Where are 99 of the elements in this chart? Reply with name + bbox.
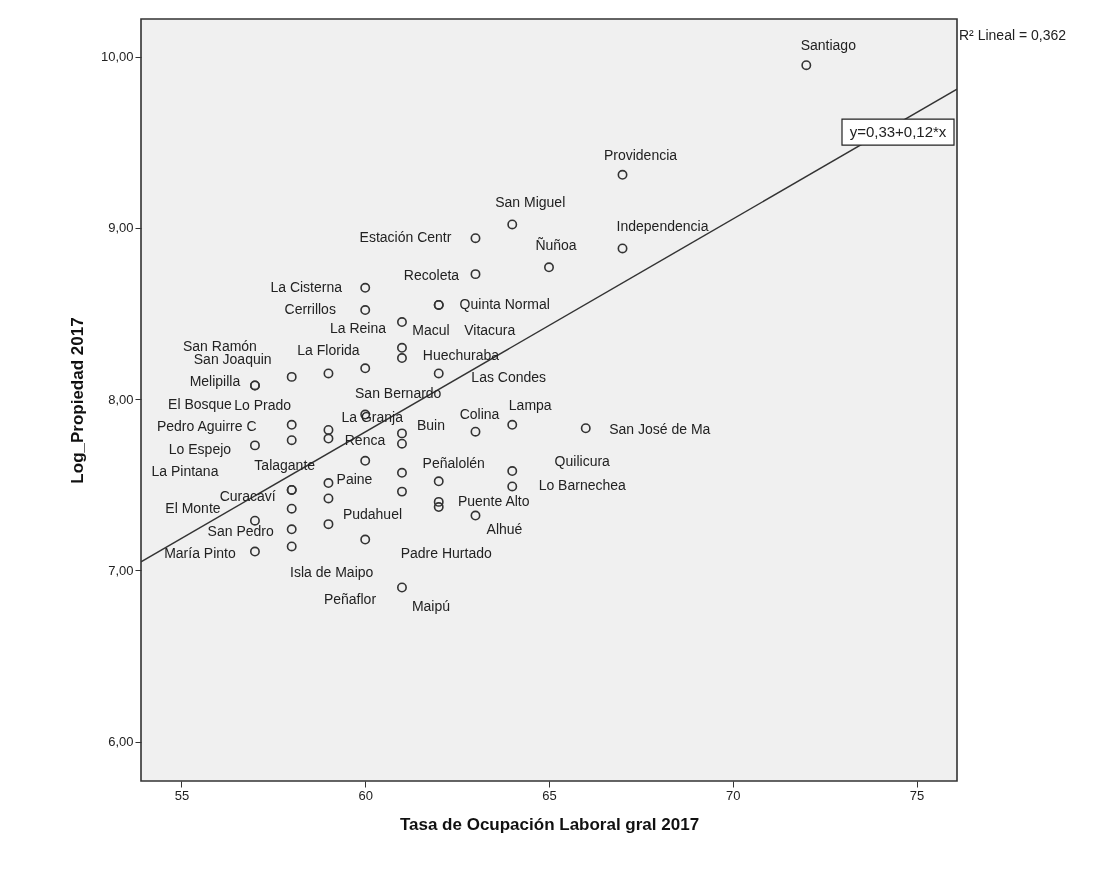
annotation: Padre Hurtado bbox=[400, 544, 492, 561]
point bbox=[396, 582, 407, 593]
annotation: Alhué bbox=[486, 520, 523, 537]
point bbox=[286, 524, 297, 535]
point bbox=[507, 481, 518, 492]
point bbox=[249, 546, 260, 557]
point bbox=[286, 541, 297, 552]
point bbox=[396, 438, 407, 449]
annotation: Las Condes bbox=[471, 369, 547, 386]
y-tick-label: 6,00 bbox=[108, 734, 134, 750]
point bbox=[323, 368, 334, 379]
point bbox=[507, 466, 518, 477]
annotation: Melipilla bbox=[189, 373, 241, 390]
x-tick-label: 60 bbox=[358, 787, 373, 803]
point bbox=[801, 60, 812, 71]
point bbox=[396, 317, 407, 328]
point bbox=[286, 503, 297, 514]
x-axis-title: Tasa de Ocupación Laboral gral 2017 bbox=[399, 814, 700, 834]
point bbox=[323, 493, 334, 504]
annotation: Huechuraba bbox=[422, 347, 500, 364]
annotation: Independencia bbox=[616, 218, 709, 235]
point bbox=[286, 435, 297, 446]
point bbox=[286, 419, 297, 430]
point bbox=[360, 282, 371, 293]
point bbox=[249, 440, 260, 451]
x-tick-label: 70 bbox=[726, 787, 741, 803]
annotation: Cerrillos bbox=[284, 301, 336, 318]
annotation: La Pintana bbox=[151, 463, 219, 480]
annotation: Lo Espejo bbox=[168, 441, 232, 458]
annotation: Maipú bbox=[411, 597, 451, 614]
annotation: Pedro Aguirre C bbox=[156, 417, 257, 434]
annotation: La Cisterna bbox=[270, 278, 343, 295]
annotation: Peñaflor bbox=[323, 590, 377, 607]
point bbox=[396, 428, 407, 439]
text: R² Lineal = 0,362 bbox=[959, 27, 1067, 43]
point bbox=[544, 262, 554, 273]
annotation: Quilicura bbox=[554, 453, 611, 470]
annotation: La Reina bbox=[329, 320, 387, 337]
point bbox=[507, 219, 518, 230]
y-tick-label: 7,00 bbox=[108, 562, 134, 578]
annotation: Recoleta bbox=[403, 267, 460, 284]
annotation: Providencia bbox=[603, 146, 678, 163]
point bbox=[580, 423, 591, 434]
point bbox=[323, 519, 334, 530]
y-axis-title: Log_Propiedad 2017 bbox=[67, 317, 87, 484]
point bbox=[323, 424, 334, 435]
annotation: Estación Centr bbox=[359, 229, 452, 246]
point bbox=[286, 371, 297, 382]
point bbox=[470, 510, 481, 521]
annotation: Buin bbox=[416, 417, 445, 434]
annotation: Pudahuel bbox=[342, 506, 403, 523]
annotation: El Monte bbox=[165, 499, 221, 516]
y-tick-label: 10,00 bbox=[100, 49, 134, 65]
point bbox=[396, 342, 407, 353]
annotation: San Miguel bbox=[495, 194, 566, 211]
x-tick-label: 75 bbox=[909, 787, 925, 803]
annotation: Isla de Maipo bbox=[290, 564, 374, 581]
annotation: El Bosque bbox=[168, 396, 233, 413]
point bbox=[360, 534, 371, 545]
point bbox=[470, 269, 481, 280]
point bbox=[470, 426, 481, 437]
annotation: Lampa bbox=[508, 396, 552, 413]
point bbox=[360, 305, 371, 316]
annotation: Paine bbox=[336, 471, 373, 488]
series-label: y=0,33+0,12*x bbox=[849, 123, 947, 141]
annotation: Lo Prado bbox=[234, 396, 292, 413]
y-tick-label: 8,00 bbox=[108, 391, 134, 407]
annotation: La Florida bbox=[297, 342, 360, 359]
point bbox=[323, 478, 334, 489]
y-tick-label: 9,00 bbox=[108, 220, 134, 236]
point bbox=[433, 496, 444, 507]
annotation: Peñalolén bbox=[422, 455, 485, 472]
point bbox=[396, 467, 407, 478]
point bbox=[433, 502, 444, 512]
point bbox=[617, 243, 628, 254]
point bbox=[617, 169, 628, 180]
annotation: María Pinto bbox=[164, 544, 236, 561]
point bbox=[396, 486, 407, 497]
x-tick-label: 65 bbox=[542, 787, 557, 803]
point bbox=[507, 419, 518, 430]
point bbox=[433, 368, 444, 379]
point bbox=[396, 353, 407, 364]
annotation: Ñuñoa bbox=[535, 237, 577, 254]
annotation: Puente Alto bbox=[457, 492, 530, 509]
point bbox=[360, 363, 371, 374]
annotation: Santiago bbox=[800, 37, 857, 54]
annotation: Colina bbox=[459, 405, 500, 422]
annotation: Macul bbox=[412, 322, 450, 339]
annotation: Vitacura bbox=[464, 321, 516, 338]
point bbox=[360, 455, 371, 466]
point bbox=[470, 233, 481, 244]
x-tick-label: 55 bbox=[174, 787, 190, 803]
annotation: San José de Ma bbox=[609, 421, 711, 438]
point bbox=[433, 476, 444, 487]
annotation: San Pedro bbox=[207, 523, 274, 540]
annotation: Lo Barnechea bbox=[538, 477, 627, 494]
point bbox=[249, 515, 260, 526]
point bbox=[323, 433, 334, 444]
annotation: Quinta Normal bbox=[459, 295, 550, 312]
